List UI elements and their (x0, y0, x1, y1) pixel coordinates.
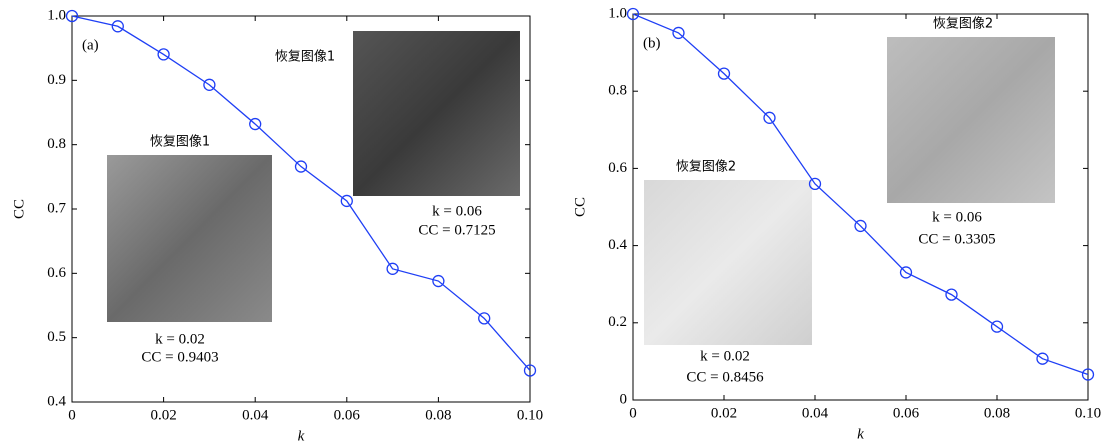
y-axis-label: CC (572, 197, 588, 217)
x-axis-label: k (857, 426, 864, 442)
y-tick-label: 0.8 (608, 83, 627, 99)
inset-title: 恢复图像1 (275, 50, 335, 65)
y-tick-label: 1.0 (47, 7, 66, 23)
x-tick-label: 0 (629, 405, 637, 421)
inset-k-label: k = 0.06 (932, 209, 982, 225)
y-tick-label: 0.6 (47, 265, 66, 281)
x-tick-label: 0.10 (517, 407, 543, 423)
inset-k-label: k = 0.02 (700, 348, 750, 364)
inset-cc-label: CC = 0.7125 (418, 222, 495, 238)
y-tick-label: 0 (620, 391, 628, 407)
inset-title: 恢复图像2 (933, 17, 993, 32)
x-tick-label: 0 (68, 407, 76, 423)
y-tick-label: 0.9 (47, 72, 66, 88)
x-tick-label: 0.06 (334, 407, 361, 423)
y-tick-label: 0.4 (608, 237, 627, 253)
y-tick-label: 0.8 (47, 136, 66, 152)
inset-k-label: k = 0.06 (432, 203, 482, 219)
x-tick-label: 0.02 (711, 405, 737, 421)
y-tick-label: 0.6 (608, 160, 627, 176)
x-tick-label: 0.04 (802, 405, 829, 421)
inset-image (353, 31, 520, 196)
inset-cc-label: CC = 0.8456 (686, 369, 764, 385)
y-tick-label: 0.2 (608, 314, 627, 330)
inset-k-label: k = 0.02 (155, 331, 205, 347)
x-tick-label: 0.08 (425, 407, 451, 423)
y-axis-label: CC (11, 199, 27, 219)
inset-cc-label: CC = 0.9403 (141, 349, 218, 365)
inset-image (644, 180, 812, 345)
x-tick-label: 0.08 (984, 405, 1010, 421)
inset-title: 恢复图像2 (676, 160, 736, 175)
inset-image (107, 155, 272, 322)
y-tick-label: 0.5 (47, 329, 66, 345)
inset-image (887, 37, 1055, 203)
x-tick-label: 0.04 (242, 407, 269, 423)
figure: 0 0.02 0.04 0.06 0.08 0.10 0.4 0.5 0.6 0.7 0.8 0.9 1… (0, 0, 1114, 445)
y-tick-label: 0.4 (47, 393, 66, 409)
inset-cc-label: CC = 0.3305 (918, 231, 995, 247)
x-tick-label: 0.10 (1075, 405, 1101, 421)
panel-label: (a) (82, 37, 99, 53)
inset-title: 恢复图像1 (150, 135, 210, 150)
y-tick-label: 0.7 (47, 200, 66, 216)
x-tick-label: 0.02 (150, 407, 176, 423)
x-axis-label: k (298, 428, 305, 444)
y-tick-label: 1.0 (608, 5, 627, 21)
x-tick-label: 0.06 (893, 405, 920, 421)
panel-label: (b) (643, 35, 661, 51)
